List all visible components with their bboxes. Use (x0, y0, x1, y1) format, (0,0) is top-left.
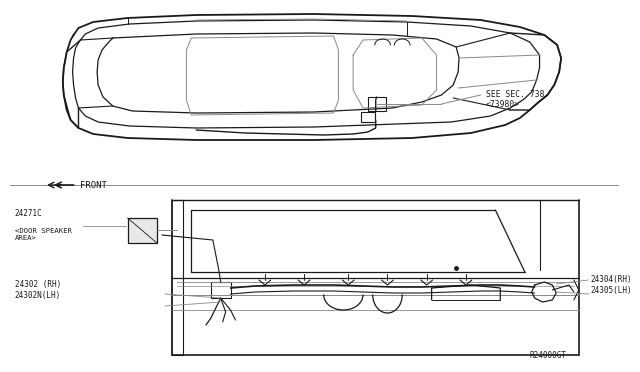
Bar (127, 218, 157, 243)
Text: FRONT: FRONT (81, 180, 108, 189)
Text: 24302 (RH)
24302N(LH): 24302 (RH) 24302N(LH) (15, 280, 61, 301)
Text: 24271C: 24271C (15, 209, 42, 218)
Text: 24304(RH)
24305(LH): 24304(RH) 24305(LH) (591, 275, 632, 295)
Bar (211, 282, 230, 298)
Text: <DOOR SPEAKER
AREA>: <DOOR SPEAKER AREA> (15, 228, 72, 241)
Text: R24000GT: R24000GT (530, 351, 567, 360)
Bar (368, 97, 385, 111)
Text: SEE SEC. 738
<73980>: SEE SEC. 738 <73980> (486, 90, 544, 109)
Bar (361, 112, 375, 122)
